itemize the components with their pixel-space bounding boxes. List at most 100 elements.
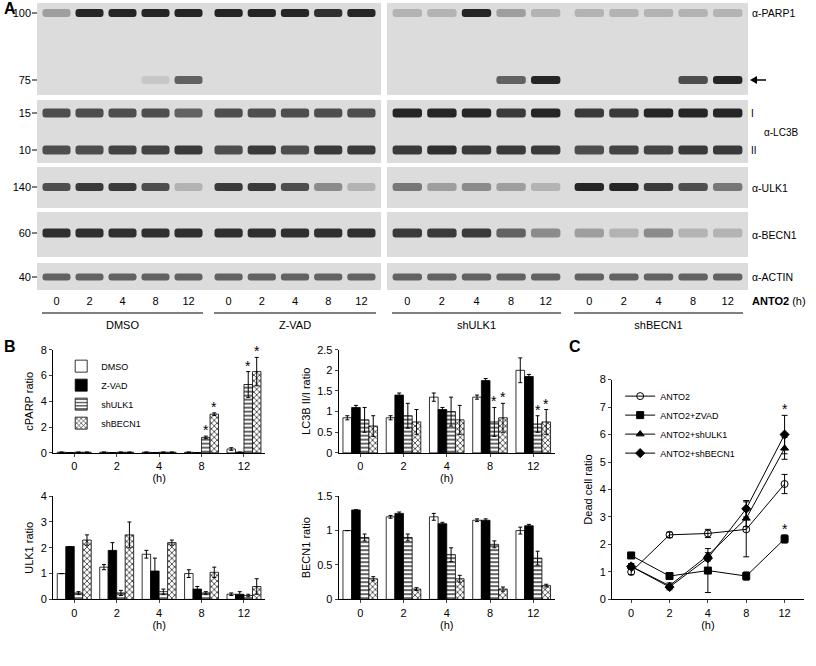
svg-text:4: 4 (705, 607, 711, 619)
svg-text:0.5: 0.5 (317, 559, 332, 571)
svg-text:2: 2 (114, 460, 120, 472)
svg-text:ANTO2+shBECN1: ANTO2+shBECN1 (660, 449, 735, 459)
svg-text:3: 3 (600, 511, 606, 523)
svg-text:3: 3 (41, 516, 47, 528)
svg-text:4: 4 (444, 460, 450, 472)
svg-text:*: * (535, 402, 541, 418)
svg-text:*: * (245, 358, 251, 374)
svg-text:ANTO2+shULK1: ANTO2+shULK1 (660, 430, 727, 440)
svg-text:1: 1 (41, 567, 47, 579)
svg-text:1: 1 (600, 566, 606, 578)
svg-text:0: 0 (226, 295, 232, 307)
svg-text:40: 40 (19, 271, 31, 283)
svg-text:4: 4 (473, 295, 479, 307)
svg-text:*: * (500, 389, 506, 405)
svg-text:0: 0 (326, 447, 332, 459)
svg-text:Dead cell ratio: Dead cell ratio (582, 454, 594, 524)
svg-text:shULK1: shULK1 (457, 319, 496, 331)
svg-text:12: 12 (238, 460, 250, 472)
svg-text:II: II (751, 145, 757, 156)
svg-text:2: 2 (114, 607, 120, 619)
svg-text:shULK1: shULK1 (101, 400, 133, 410)
svg-text:8: 8 (198, 607, 204, 619)
svg-text:0: 0 (41, 593, 47, 605)
svg-text:α-LC3B: α-LC3B (764, 127, 798, 138)
svg-text:4: 4 (655, 295, 661, 307)
svg-text:ANTO2+ZVAD: ANTO2+ZVAD (660, 411, 719, 421)
svg-text:4: 4 (41, 395, 47, 407)
svg-text:4: 4 (156, 460, 162, 472)
svg-text:12: 12 (778, 607, 790, 619)
svg-text:2: 2 (400, 460, 406, 472)
svg-text:A: A (4, 0, 16, 17)
svg-text:Z-VAD: Z-VAD (101, 381, 128, 391)
svg-text:0.5: 0.5 (317, 426, 332, 438)
svg-text:4: 4 (119, 295, 125, 307)
svg-text:8: 8 (325, 295, 331, 307)
svg-text:cPARP ratio: cPARP ratio (23, 372, 35, 431)
svg-text:2: 2 (621, 295, 627, 307)
svg-text:1.5: 1.5 (317, 490, 332, 502)
svg-text:α-PARP1: α-PARP1 (752, 7, 795, 19)
svg-text:2: 2 (41, 542, 47, 554)
svg-text:Z-VAD: Z-VAD (279, 319, 311, 331)
svg-text:1: 1 (326, 405, 332, 417)
svg-text:0: 0 (600, 593, 606, 605)
svg-text:100: 100 (13, 7, 31, 19)
svg-text:2: 2 (86, 295, 92, 307)
svg-text:140: 140 (13, 181, 31, 193)
svg-text:12: 12 (355, 295, 367, 307)
svg-text:2: 2 (600, 538, 606, 550)
svg-text:2: 2 (666, 607, 672, 619)
svg-text:2: 2 (439, 295, 445, 307)
svg-text:C: C (569, 338, 581, 355)
svg-text:12: 12 (527, 460, 539, 472)
svg-text:7: 7 (600, 401, 606, 413)
svg-text:LC3B II/I ratio: LC3B II/I ratio (300, 368, 312, 435)
svg-text:0: 0 (71, 460, 77, 472)
svg-text:ANTO2 (h): ANTO2 (h) (752, 295, 806, 307)
svg-text:B: B (4, 338, 16, 355)
svg-text:8: 8 (743, 607, 749, 619)
svg-text:0: 0 (357, 460, 363, 472)
svg-text:*: * (254, 343, 260, 359)
svg-text:DMSO: DMSO (106, 319, 139, 331)
svg-text:*: * (543, 396, 549, 412)
svg-text:4: 4 (41, 490, 47, 502)
svg-text:12: 12 (722, 295, 734, 307)
svg-text:shBECN1: shBECN1 (634, 319, 682, 331)
svg-text:60: 60 (19, 227, 31, 239)
svg-text:ANTO2: ANTO2 (660, 392, 690, 402)
svg-text:8: 8 (198, 460, 204, 472)
svg-text:2: 2 (326, 364, 332, 376)
svg-text:75: 75 (19, 74, 31, 86)
svg-text:I: I (751, 108, 754, 119)
svg-text:12: 12 (540, 295, 552, 307)
svg-text:(h): (h) (440, 619, 453, 631)
svg-text:4: 4 (292, 295, 298, 307)
svg-text:0: 0 (404, 295, 410, 307)
svg-text:8: 8 (41, 344, 47, 356)
svg-text:0: 0 (586, 295, 592, 307)
svg-text:(h): (h) (440, 472, 453, 484)
svg-text:6: 6 (600, 428, 606, 440)
svg-text:12: 12 (527, 607, 539, 619)
svg-text:0: 0 (326, 593, 332, 605)
svg-text:10: 10 (19, 144, 31, 156)
svg-text:2: 2 (400, 607, 406, 619)
svg-text:α-ULK1: α-ULK1 (752, 182, 788, 194)
svg-text:DMSO: DMSO (101, 362, 128, 372)
svg-text:α-ACTIN: α-ACTIN (752, 271, 793, 283)
svg-text:6: 6 (41, 369, 47, 381)
svg-text:1.5: 1.5 (317, 385, 332, 397)
svg-text:0: 0 (53, 295, 59, 307)
svg-text:ULK1 ratio: ULK1 ratio (23, 522, 35, 574)
svg-text:0: 0 (357, 607, 363, 619)
svg-text:*: * (782, 401, 788, 417)
svg-text:(h): (h) (152, 472, 165, 484)
svg-text:2: 2 (259, 295, 265, 307)
svg-text:4: 4 (156, 607, 162, 619)
svg-text:4: 4 (600, 483, 606, 495)
svg-text:α-BECN1: α-BECN1 (752, 229, 797, 241)
svg-text:*: * (491, 393, 497, 409)
